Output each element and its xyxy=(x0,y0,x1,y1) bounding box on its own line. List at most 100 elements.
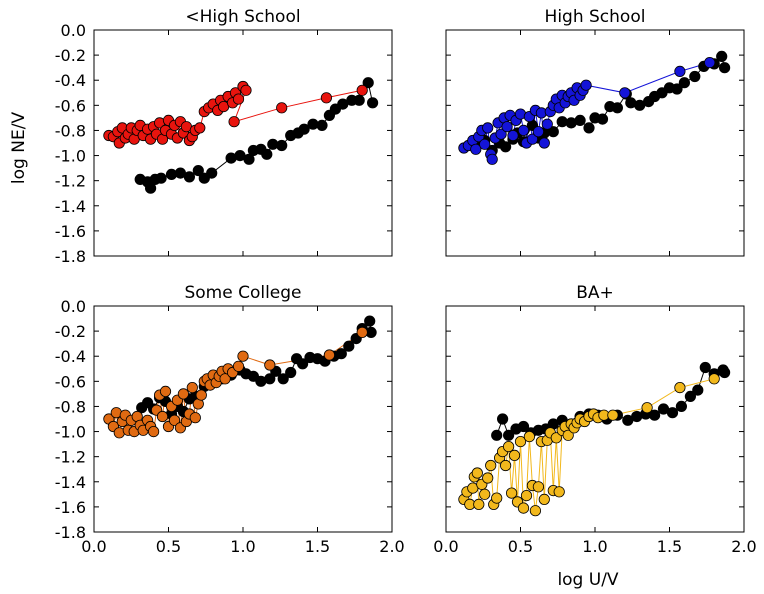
high-school-series-1-point xyxy=(674,65,686,78)
ba-plus-series-1-point xyxy=(550,432,562,444)
high-school-series-0-point xyxy=(499,141,512,153)
ba-plus-series-1-point xyxy=(471,467,483,479)
ba-plus-series-1-point xyxy=(479,488,491,500)
less-than-high-school-series-1-point xyxy=(228,116,240,128)
some-college-xtick-label: 2.0 xyxy=(379,537,404,556)
panel-some-college: Some College 0.0 0.5 1.0 1.5 2.0 0.0 -0.2 -0.4 -0… xyxy=(55,283,405,556)
ba-plus-series-0-point xyxy=(502,429,515,441)
ba-plus-series-1-point xyxy=(485,459,497,472)
panel-high-school: High School xyxy=(445,7,745,257)
less-than-high-school-ytick-label: 0.0 xyxy=(61,21,86,40)
less-than-high-school-series-1-point xyxy=(232,93,245,105)
ba-plus-series-1-point xyxy=(505,487,518,499)
some-college-series-1-point xyxy=(168,414,181,426)
some-college-ytick-label: -1.8 xyxy=(55,523,86,542)
less-than-high-school-ytick-label: -1.6 xyxy=(55,222,86,241)
some-college-xtick-label: 1.5 xyxy=(305,537,330,556)
some-college-ytick-label: -0.2 xyxy=(55,322,86,341)
less-than-high-school-series-0-point xyxy=(243,153,255,165)
high-school-series-1-point xyxy=(501,121,513,133)
less-than-high-school-ytick-label: -0.4 xyxy=(55,71,86,90)
ba-plus-xtick-label: 1.5 xyxy=(657,537,682,556)
ba-plus-series-1-point xyxy=(517,502,530,514)
high-school-series-1-point xyxy=(482,122,494,134)
figure-ylabel: log NE/V xyxy=(9,112,29,185)
high-school-series-0-point xyxy=(689,70,701,83)
some-college-title: Some College xyxy=(184,283,301,303)
less-than-high-school-ytick-label: -1.8 xyxy=(55,247,86,266)
less-than-high-school-series-0-point xyxy=(145,182,157,194)
some-college-series-1-point xyxy=(177,388,189,400)
ba-plus-series-1-point xyxy=(532,481,545,493)
some-college-series-1-point xyxy=(264,359,276,371)
high-school-series-1-point xyxy=(704,56,716,69)
less-than-high-school-series-0-point xyxy=(261,148,273,160)
some-college-series-1-point xyxy=(219,373,231,385)
high-school-series-0-point xyxy=(547,126,559,138)
ba-plus-series-0-point xyxy=(692,384,704,396)
less-than-high-school-ytick-label: -1.2 xyxy=(55,172,86,191)
ba-plus-series-1-point xyxy=(520,489,533,502)
ba-plus-series-1-point xyxy=(708,373,720,385)
ba-plus-series-1-point xyxy=(538,493,550,505)
some-college-series-0-point xyxy=(364,315,376,327)
some-college-xtick-label: 0.5 xyxy=(156,537,181,556)
high-school-series-0-point xyxy=(583,122,595,134)
ba-plus-title: BA+ xyxy=(576,283,614,303)
some-college-series-0-point xyxy=(343,340,355,352)
some-college-series-0-point xyxy=(296,358,309,370)
ba-plus-series-0-point xyxy=(675,400,688,412)
ba-plus-xtick-label: 0.5 xyxy=(508,537,533,556)
some-college-series-0-point xyxy=(277,373,289,385)
high-school-series-0-point xyxy=(671,83,683,95)
ba-plus-series-1-point xyxy=(641,402,653,414)
ba-plus-series-1-point xyxy=(502,440,515,453)
ba-plus-series-0-point xyxy=(491,429,503,441)
ba-plus-series-0-point xyxy=(648,409,661,421)
less-than-high-school-series-0-point xyxy=(206,167,218,179)
high-school-series-0-point xyxy=(718,62,731,74)
some-college-ytick-label: 0.0 xyxy=(61,297,86,316)
panel-less-than-high-school: <High School 0.0 -0.2 -0.4 -0.6 -0.8 -1.0 -1.2 -… xyxy=(55,7,393,266)
less-than-high-school-series-0-point xyxy=(276,139,288,152)
less-than-high-school-title: <High School xyxy=(185,7,300,27)
ba-plus-series-1-point xyxy=(491,492,503,504)
less-than-high-school-ytick-label: -0.6 xyxy=(55,96,86,115)
high-school-series-1-point xyxy=(541,118,553,130)
ba-plus-series-0-point xyxy=(699,361,711,374)
high-school-series-0-point xyxy=(611,102,624,114)
ba-plus-series-1-point xyxy=(607,409,619,421)
some-college-ytick-label: -0.4 xyxy=(55,347,86,366)
high-school-series-1-point xyxy=(517,124,530,136)
ba-plus-series-1-point xyxy=(499,459,512,472)
high-school-series-1-point xyxy=(580,79,592,91)
some-college-ytick-label: -0.8 xyxy=(55,397,86,416)
ba-plus-xtick-label: 0.0 xyxy=(433,537,458,556)
high-school-series-1-point xyxy=(507,129,519,142)
ba-plus-series-1-point xyxy=(562,429,574,441)
less-than-high-school-plot-frame xyxy=(93,29,393,257)
ba-plus-series-1-point xyxy=(473,498,485,510)
ba-plus-series-1-point xyxy=(529,505,542,517)
some-college-series-0-point xyxy=(264,373,276,385)
high-school-series-1-point xyxy=(486,153,498,165)
some-college-series-1-point xyxy=(232,360,245,372)
some-college-xtick-label: 1.0 xyxy=(230,537,255,556)
some-college-ytick-label: -0.6 xyxy=(55,372,86,391)
ba-plus-series-1-line xyxy=(463,378,715,511)
less-than-high-school-ytick-label: -1.4 xyxy=(55,197,86,216)
less-than-high-school-series-1-point xyxy=(276,102,288,114)
ba-plus-series-0-point xyxy=(517,420,530,433)
less-than-high-school-series-0-point xyxy=(298,123,310,135)
some-college-ytick-label: -1.4 xyxy=(55,473,86,492)
less-than-high-school-series-1-point xyxy=(194,122,206,134)
less-than-high-school-series-1-point xyxy=(240,84,252,96)
high-school-series-1-point xyxy=(532,126,545,138)
some-college-series-0-point xyxy=(335,348,347,360)
some-college-series-0-point xyxy=(285,366,297,379)
some-college-series-1-point xyxy=(186,381,198,394)
high-school-series-0-point xyxy=(596,113,609,125)
some-college-ytick-label: -1.2 xyxy=(55,448,86,467)
less-than-high-school-ytick-label: -0.8 xyxy=(55,121,86,140)
ba-plus-series-0-point xyxy=(684,390,697,402)
